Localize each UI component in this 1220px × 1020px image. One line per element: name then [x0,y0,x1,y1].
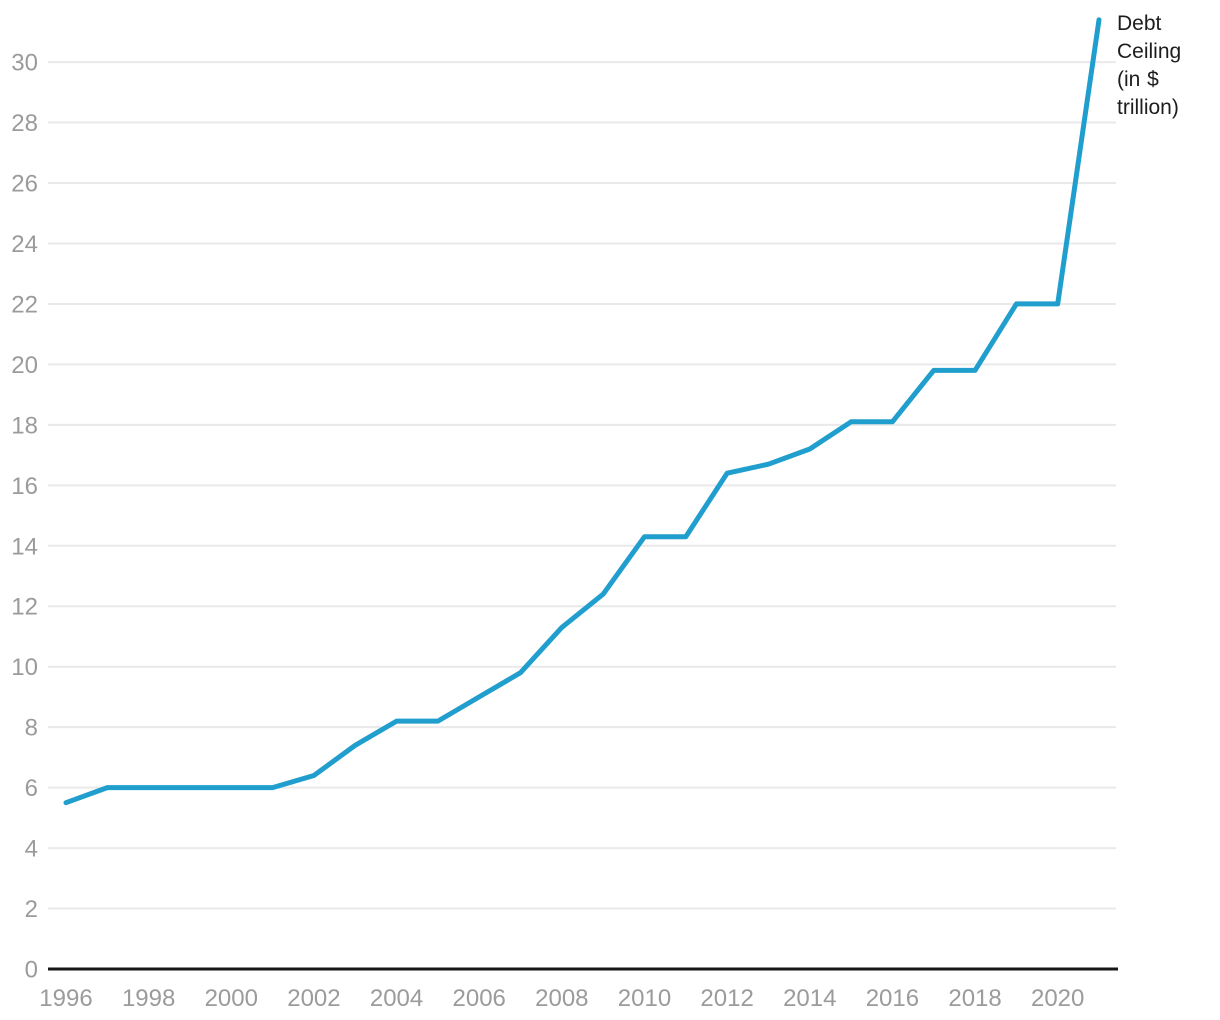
x-tick-label: 2020 [1031,985,1084,1012]
y-tick-label: 24 [11,231,38,258]
y-tick-label: 12 [11,594,38,621]
x-tick-label: 2018 [948,985,1001,1012]
x-tick-label: 2010 [618,985,671,1012]
y-tick-label: 26 [11,171,38,198]
y-tick-label: 14 [11,533,38,560]
x-tick-label: 2012 [700,985,753,1012]
y-tick-label: 20 [11,352,38,379]
x-tick-label: 1996 [39,985,92,1012]
y-tick-label: 8 [25,715,38,742]
debt-ceiling-line-series [63,17,1102,806]
x-tick-label: 2006 [453,985,506,1012]
y-tick-label: 30 [11,50,38,77]
x-tick-label: 1998 [122,985,175,1012]
y-tick-label: 0 [25,957,38,984]
x-tick-label: 2014 [783,985,836,1012]
x-axis-tick-labels: 1996 1998 2000 2002 2004 2006 2008 2010 2012 2014… [39,985,1084,1012]
y-tick-label: 4 [25,836,38,863]
y-tick-label: 28 [11,110,38,137]
x-tick-label: 2004 [370,985,423,1012]
x-tick-label: 2008 [535,985,588,1012]
y-tick-label: 16 [11,473,38,500]
y-tick-label: 18 [11,412,38,439]
horizontal-gridlines [48,61,1116,910]
x-tick-label: 2000 [205,985,258,1012]
series-label: Debt Ceiling (in $ trillion) [1117,12,1182,119]
y-tick-label: 10 [11,654,38,681]
y-tick-label: 22 [11,291,38,318]
x-tick-label: 2002 [287,985,340,1012]
x-tick-label: 2016 [866,985,919,1012]
y-tick-label: 2 [25,896,38,923]
y-tick-label: 6 [25,775,38,802]
